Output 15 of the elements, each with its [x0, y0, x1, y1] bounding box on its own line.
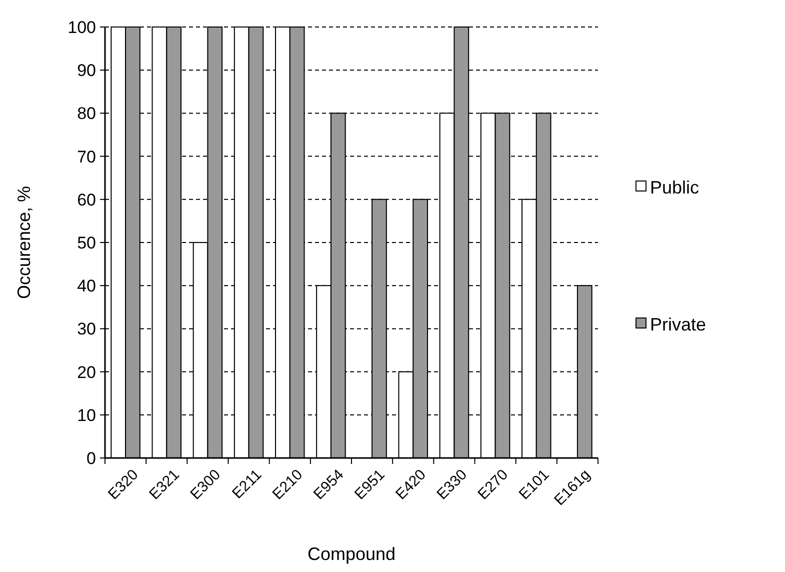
- y-tick-label: 70: [77, 147, 96, 166]
- y-tick-label: 30: [77, 320, 96, 339]
- x-axis-title: Compound: [307, 544, 396, 564]
- y-tick-label: 10: [77, 406, 96, 425]
- y-tick-label: 20: [77, 362, 96, 382]
- y-tick-label: 40: [77, 276, 96, 296]
- y-tick-label: 50: [77, 233, 96, 252]
- legend-label: Public: [650, 177, 700, 198]
- y-tick-label: 100: [68, 18, 96, 37]
- legend-label: Private: [650, 314, 706, 334]
- y-tick-label: 0: [86, 448, 96, 468]
- y-axis-title: Occurence, %: [14, 186, 34, 300]
- y-tick-label: 60: [77, 190, 96, 210]
- y-tick-label: 90: [77, 61, 96, 80]
- y-tick-label: 80: [77, 104, 96, 124]
